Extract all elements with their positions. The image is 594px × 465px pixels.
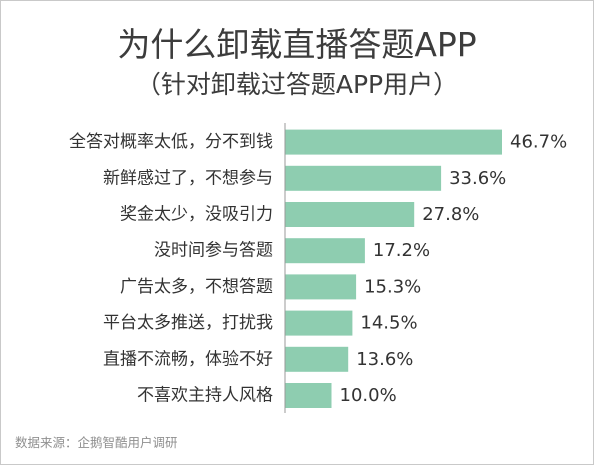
category-label: 没时间参与答题 — [154, 241, 273, 261]
value-label: 27.8% — [422, 204, 479, 225]
category-label: 直播不流畅，体验不好 — [103, 349, 273, 369]
value-label: 46.7% — [510, 132, 567, 153]
bar — [285, 274, 357, 300]
bar — [285, 238, 365, 264]
bar-chart: 全答对概率太低，分不到钱新鲜感过了，不想参与奖金太少，没吸引力没时间参与答题广告… — [69, 123, 568, 413]
bar — [285, 129, 502, 155]
value-label: 10.0% — [340, 385, 397, 406]
bar — [285, 202, 415, 227]
bar — [285, 165, 442, 191]
value-label: 17.2% — [373, 240, 430, 261]
bars — [285, 129, 502, 408]
value-label: 15.3% — [364, 276, 421, 297]
category-label: 不喜欢主持人风格 — [137, 386, 273, 406]
value-labels: 46.7%33.6% 27.8% 17.2% 15.3% 14.5% 13.6% 10.0% — [340, 132, 568, 406]
category-label: 广告太多，不想答题 — [120, 277, 273, 297]
category-label: 平台太多推送，打扰我 — [103, 313, 273, 333]
bar — [285, 383, 332, 408]
data-source-note: 数据来源：企鹅智酷用户调研 — [15, 435, 178, 450]
category-label: 全答对概率太低，分不到钱 — [69, 132, 273, 152]
chart-title: 为什么卸载直播答题APP — [117, 25, 477, 64]
value-label: 14.5% — [360, 313, 417, 334]
value-label: 13.6% — [356, 349, 413, 370]
bar — [285, 346, 349, 372]
value-label: 33.6% — [449, 168, 506, 189]
category-label: 奖金太少，没吸引力 — [120, 205, 273, 225]
bar — [285, 310, 353, 336]
category-labels: 全答对概率太低，分不到钱新鲜感过了，不想参与奖金太少，没吸引力没时间参与答题广告… — [69, 132, 273, 405]
category-label: 新鲜感过了，不想参与 — [103, 168, 273, 188]
chart-subtitle: （针对卸载过答题APP用户） — [135, 70, 459, 99]
